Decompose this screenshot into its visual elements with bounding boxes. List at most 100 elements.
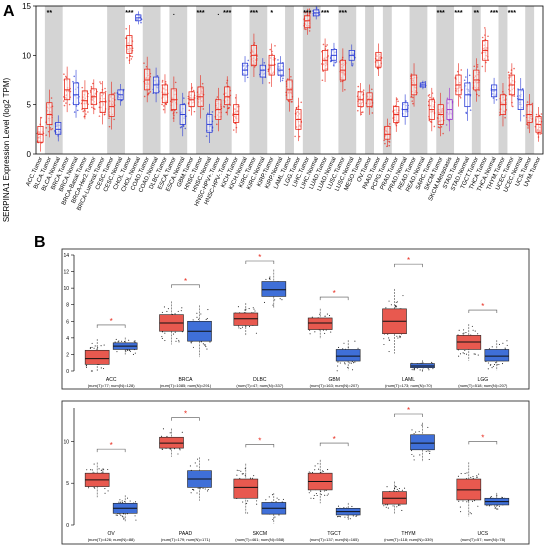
data-point bbox=[494, 505, 496, 507]
data-point bbox=[476, 476, 478, 479]
data-point bbox=[344, 362, 346, 364]
data-point bbox=[89, 347, 91, 350]
data-point bbox=[486, 505, 488, 507]
data-point bbox=[274, 44, 276, 47]
significance-star: * bbox=[481, 302, 484, 311]
data-point bbox=[241, 326, 244, 328]
data-point bbox=[85, 113, 87, 115]
data-point bbox=[502, 342, 504, 344]
data-point bbox=[253, 475, 255, 477]
data-point bbox=[205, 346, 207, 348]
group-caption: (num(T)=47; num(N)=337) bbox=[236, 383, 284, 388]
data-point bbox=[125, 27, 128, 30]
data-point bbox=[403, 487, 406, 489]
significance-star: * bbox=[333, 435, 336, 444]
data-point bbox=[236, 469, 238, 471]
group-caption: (num(T)=57; num(N)=78) bbox=[460, 537, 505, 542]
data-point bbox=[334, 61, 337, 64]
data-point bbox=[113, 92, 116, 94]
data-point bbox=[498, 505, 500, 507]
data-point bbox=[481, 65, 484, 68]
data-point bbox=[485, 61, 487, 64]
data-point bbox=[427, 95, 430, 97]
data-point bbox=[167, 308, 169, 310]
data-point bbox=[460, 511, 462, 513]
data-point bbox=[309, 333, 311, 335]
data-point bbox=[123, 518, 125, 520]
data-point bbox=[282, 77, 284, 80]
data-point bbox=[175, 340, 177, 342]
data-point bbox=[388, 350, 390, 353]
data-point bbox=[174, 313, 176, 315]
data-point bbox=[459, 353, 462, 355]
data-point bbox=[107, 468, 109, 471]
box bbox=[307, 317, 333, 330]
data-point bbox=[129, 350, 131, 352]
data-point bbox=[460, 473, 462, 475]
data-point bbox=[470, 513, 472, 515]
data-point bbox=[349, 518, 351, 520]
data-point bbox=[387, 333, 389, 335]
box bbox=[304, 15, 311, 29]
data-point bbox=[135, 519, 137, 521]
data-point bbox=[119, 499, 121, 501]
box bbox=[55, 122, 62, 135]
band bbox=[409, 6, 428, 154]
data-point bbox=[97, 347, 99, 349]
data-point bbox=[201, 82, 204, 85]
significance-star: * bbox=[481, 433, 484, 442]
data-point bbox=[45, 134, 48, 136]
data-point bbox=[207, 112, 209, 115]
group-caption: (num(T)=179; num(N)=171) bbox=[161, 537, 211, 542]
data-point bbox=[491, 346, 493, 348]
data-point bbox=[413, 459, 415, 461]
data-point bbox=[357, 85, 360, 88]
data-point bbox=[182, 125, 185, 128]
data-point bbox=[265, 499, 267, 501]
data-point bbox=[492, 365, 494, 367]
data-point bbox=[489, 496, 492, 498]
data-point bbox=[392, 505, 394, 507]
data-point bbox=[310, 497, 312, 499]
y-tick-label: 4 bbox=[66, 336, 69, 342]
group-caption: (num(T)=426; num(N)=88) bbox=[88, 537, 136, 542]
data-point bbox=[121, 500, 123, 502]
data-point bbox=[325, 489, 327, 492]
data-point bbox=[383, 139, 385, 142]
data-point bbox=[511, 105, 514, 108]
data-point bbox=[118, 501, 120, 503]
data-point bbox=[206, 348, 208, 350]
data-point bbox=[351, 369, 354, 371]
data-point bbox=[113, 118, 115, 121]
data-point bbox=[207, 489, 209, 491]
data-point bbox=[446, 97, 449, 100]
data-point bbox=[395, 486, 397, 488]
data-point bbox=[277, 59, 279, 61]
data-point bbox=[313, 497, 315, 500]
data-point bbox=[216, 96, 219, 98]
data-point bbox=[126, 56, 128, 59]
data-point bbox=[117, 341, 119, 343]
data-point bbox=[397, 504, 399, 506]
y-tick-label: 10 bbox=[63, 439, 69, 445]
data-point bbox=[354, 361, 356, 363]
data-point bbox=[351, 505, 353, 508]
data-point bbox=[308, 30, 311, 32]
data-point bbox=[472, 476, 474, 478]
data-point bbox=[311, 316, 313, 318]
data-point bbox=[326, 44, 328, 46]
data-point bbox=[98, 115, 101, 117]
data-point bbox=[472, 477, 474, 479]
data-point bbox=[477, 333, 479, 335]
data-point bbox=[143, 95, 146, 98]
data-point bbox=[397, 337, 399, 339]
data-point bbox=[326, 494, 328, 496]
data-point bbox=[527, 125, 530, 127]
group-caption: (num(T)=461; num(N)=558) bbox=[235, 537, 285, 542]
data-point bbox=[394, 304, 396, 306]
data-point bbox=[100, 345, 102, 347]
data-point bbox=[163, 306, 165, 308]
data-point bbox=[245, 326, 247, 328]
data-point bbox=[476, 63, 479, 66]
data-point bbox=[495, 98, 498, 101]
